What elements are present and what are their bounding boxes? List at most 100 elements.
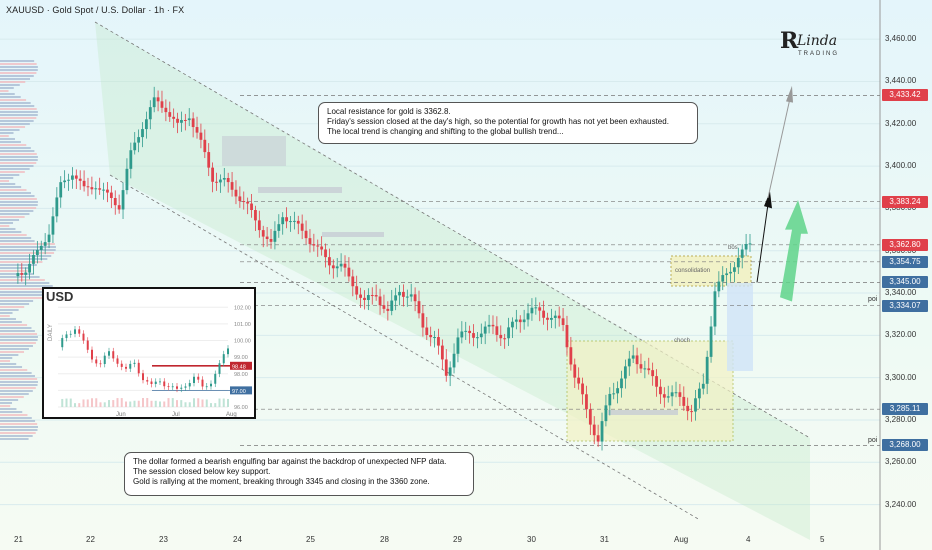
- volume-profile-bar: [0, 417, 32, 419]
- volume-profile-bar: [0, 231, 22, 233]
- volume-profile-bar: [0, 330, 35, 332]
- candle-body: [526, 313, 530, 320]
- note-line: Gold is rallying at the moment, breaking…: [133, 477, 430, 486]
- candle-body: [518, 319, 522, 323]
- volume-profile-bar: [0, 180, 10, 182]
- candle-body: [183, 119, 187, 121]
- candle-body: [464, 330, 468, 332]
- candle-body: [553, 315, 557, 318]
- x-tick-label: 4: [746, 535, 751, 544]
- candle-body: [585, 394, 588, 410]
- bullish-arrow: [780, 199, 808, 302]
- candle-body: [592, 424, 596, 436]
- candle-body: [148, 107, 152, 120]
- volume-profile-bar: [0, 372, 32, 374]
- candle-body: [218, 179, 222, 183]
- volume-profile-bar: [0, 126, 26, 128]
- candle-body: [141, 129, 144, 138]
- volume-profile-bar: [0, 234, 27, 236]
- inset-volume-bar: [133, 400, 136, 407]
- inset-candle-body: [176, 386, 178, 389]
- volume-profile-bar: [0, 204, 38, 206]
- volume-profile-bar: [0, 111, 38, 113]
- inset-volume-bar: [159, 401, 161, 407]
- volume-profile-bar: [0, 87, 14, 89]
- x-tick-label: 25: [306, 535, 315, 544]
- candle-body: [694, 398, 697, 412]
- candle-body: [631, 355, 635, 359]
- volume-profile-bar: [0, 387, 36, 389]
- volume-profile-bar: [0, 384, 38, 386]
- inset-x-tick: Aug: [226, 412, 237, 417]
- supply-zone: [258, 187, 342, 193]
- candle-body: [690, 411, 693, 413]
- candle-body: [487, 324, 491, 327]
- candle-body: [655, 376, 658, 387]
- candle-body: [43, 242, 47, 246]
- price-label: 3,383.24: [882, 195, 928, 208]
- volume-profile-bar: [0, 375, 35, 377]
- inset-candle-body: [201, 379, 204, 387]
- candle-body: [328, 257, 331, 266]
- x-tick-label: Aug: [674, 535, 689, 544]
- volume-profile-bar: [0, 300, 34, 302]
- inset-candle-body: [74, 329, 76, 334]
- inset-volume-bar: [150, 400, 153, 407]
- candle-body: [662, 394, 666, 398]
- candle-body: [230, 182, 234, 190]
- candle-body: [226, 178, 230, 183]
- candle-body: [300, 223, 304, 231]
- volume-profile-bar: [0, 255, 52, 257]
- volume-profile-bar: [0, 399, 19, 401]
- candle-body: [394, 295, 398, 301]
- candle-body: [429, 334, 433, 338]
- projection-arrow: [767, 98, 791, 198]
- volume-profile-bar: [0, 321, 22, 323]
- inset-svg: 96.00 97.00 98.00 99.00 100.00 101.00 102.00 98…: [58, 305, 252, 418]
- candle-body: [565, 325, 569, 348]
- volume-profile-bar: [0, 396, 24, 398]
- candle-body: [729, 271, 732, 274]
- inset-candle-body: [82, 333, 85, 341]
- candle-body: [647, 368, 651, 371]
- x-tick-label: 29: [453, 535, 462, 544]
- volume-profile-bar: [0, 228, 16, 230]
- candle-body: [168, 112, 172, 117]
- inset-volume-bar: [103, 402, 106, 407]
- volume-profile-bar: [0, 132, 14, 134]
- candle-body: [343, 263, 347, 268]
- y-tick-label: 3,240.00: [885, 499, 917, 509]
- candle-body: [616, 388, 619, 394]
- candle-body: [277, 224, 281, 231]
- volume-profile-bar: [0, 369, 28, 371]
- volume-profile-bar: [0, 93, 15, 95]
- candle-body: [16, 273, 20, 277]
- volume-profile-bar: [0, 135, 9, 137]
- candle-body: [417, 301, 421, 314]
- volume-profile-bar: [0, 156, 38, 158]
- volume-profile-bar: [0, 411, 23, 413]
- inset-ylabel: DAILY: [48, 324, 54, 341]
- volume-profile-bar: [0, 354, 19, 356]
- candle-body: [156, 97, 160, 102]
- volume-profile-bar: [0, 414, 28, 416]
- x-tick-label: 24: [233, 535, 242, 544]
- volume-profile-bar: [0, 174, 20, 176]
- candle-body: [717, 281, 721, 292]
- usd-inset-chart: USD DAILY 96.00 97.00 98.00 99.00 100.00 101.…: [42, 287, 256, 419]
- candle-body: [600, 421, 604, 442]
- candle-body: [444, 359, 448, 376]
- volume-profile-bar: [0, 138, 15, 140]
- volume-profile-bar: [0, 318, 16, 320]
- inset-candle-body: [95, 359, 98, 364]
- note-line: Friday's session closed at the day's hig…: [327, 117, 669, 126]
- price-label: 3,334.07: [882, 299, 928, 312]
- inset-candle-body: [184, 386, 187, 388]
- inset-candle-body: [146, 380, 149, 382]
- inset-candle-body: [99, 363, 102, 365]
- inset-price-tag: [230, 386, 252, 395]
- candle-body: [596, 435, 600, 442]
- inset-y-tick: 101.00: [234, 322, 251, 328]
- volume-profile-bar: [0, 90, 9, 92]
